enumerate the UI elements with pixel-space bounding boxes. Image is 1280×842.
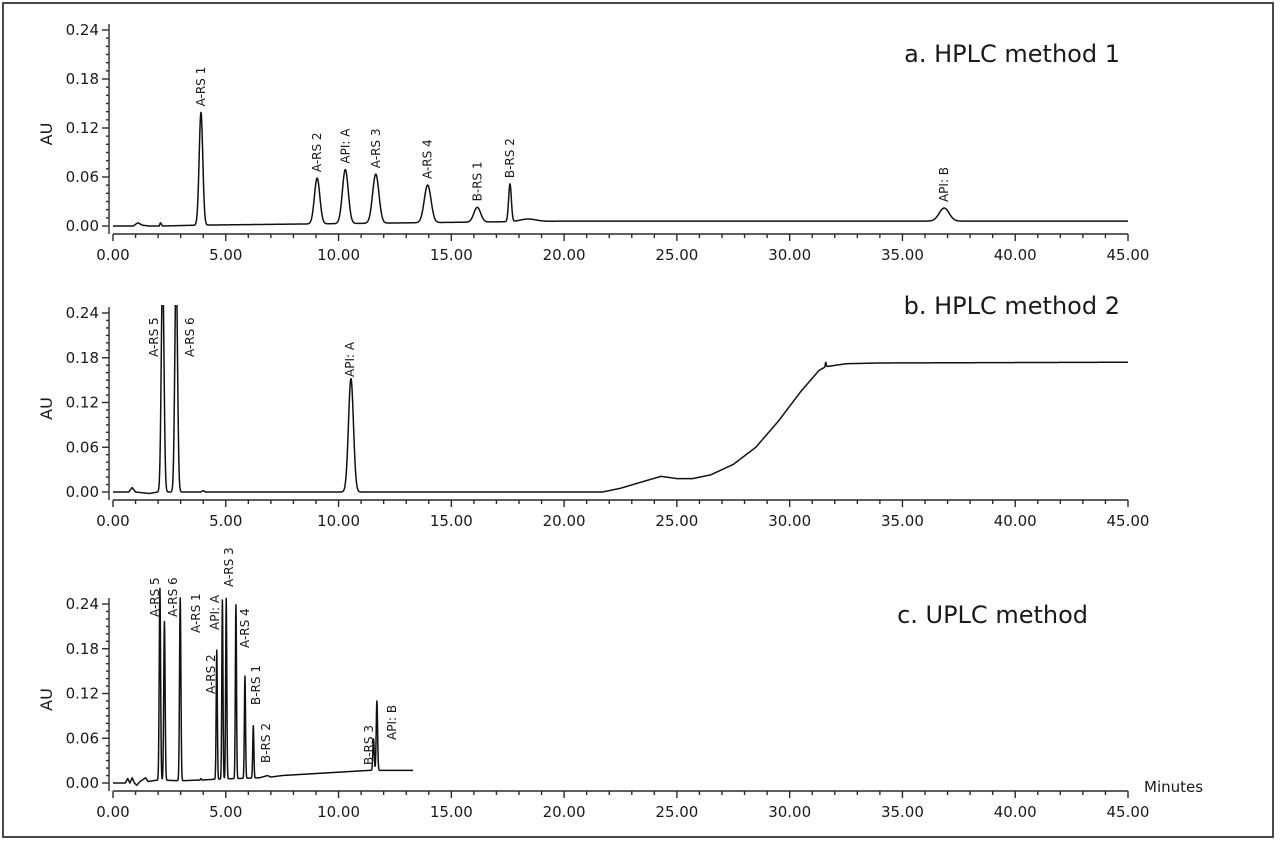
y-axis: 0.00 0.06 0.12 0.18 0.24 AU [37, 304, 110, 501]
panel-c-uplc-method: c. UPLC method Minutes 0.000.060.120.180… [37, 547, 1203, 821]
panel-title: b. HPLC method 2 [904, 292, 1120, 320]
peak-label: A-RS 2 [310, 132, 324, 172]
peak-label: A-RS 4 [238, 608, 252, 648]
chromatogram-trace [112, 111, 1129, 227]
x-tick-label: 45.00 [1107, 246, 1150, 264]
peak-labels: A-RS 5 A-RS 6 A-RS 1 A-RS 2 API: AA-RS 3 A-RS… [148, 547, 399, 765]
peak-labels: A-RS 5 A-RS 6 API: A [147, 317, 357, 377]
y-axis: 0.00 0.06 0.12 0.18 0.24 AU [37, 21, 110, 235]
x-axis: 0.00 5.00 10.00 15.00 20.00 25.00 30.00 35.00 40… [96, 499, 1150, 530]
peak-label: API: A [338, 128, 352, 164]
x-tick-label: 35.00 [881, 246, 924, 264]
peak-label: A-RS 2 [204, 654, 218, 694]
x-tick-label: 10.00 [317, 803, 360, 821]
peak-label: B-RS 2 [503, 138, 517, 178]
x-tick-label: 5.00 [209, 246, 242, 264]
x-axis: 0.00 5.00 10.00 15.00 20.00 25.00 30.00 35.00 40… [96, 233, 1150, 264]
x-tick-label: 5.00 [209, 512, 242, 530]
peak-label: API: B [385, 705, 399, 740]
peak-label: API: B [937, 167, 951, 202]
peak-label: B-RS 2 [259, 723, 273, 763]
x-tick-label: 30.00 [768, 246, 811, 264]
chromatogram-trace [112, 305, 1129, 495]
chromatogram-trace [112, 587, 414, 786]
x-tick-label: 40.00 [994, 246, 1037, 264]
y-tick-label: 0.06 [66, 438, 99, 456]
x-tick-label: 20.00 [543, 246, 586, 264]
x-tick-label: 15.00 [430, 246, 473, 264]
y-tick-label: 0.06 [66, 729, 99, 747]
x-tick-label: 40.00 [994, 803, 1037, 821]
x-tick-label: 35.00 [881, 512, 924, 530]
y-tick-label: 0.00 [66, 774, 99, 792]
peak-label: A-RS 4 [421, 139, 435, 179]
y-tick-label: 0.06 [66, 168, 99, 186]
peak-label: B-RS 3 [362, 725, 376, 765]
x-tick-label: 25.00 [655, 512, 698, 530]
y-tick-label: 0.12 [66, 394, 99, 412]
y-axis-title: AU [37, 397, 56, 420]
x-tick-label: 25.00 [655, 246, 698, 264]
x-tick-label: 10.00 [317, 246, 360, 264]
y-tick-label: 0.24 [66, 595, 99, 613]
y-tick-label: 0.18 [66, 640, 99, 658]
peak-label: B-RS 1 [249, 665, 263, 705]
peak-label: A-RS 1 [194, 67, 208, 107]
y-axis-title: AU [37, 688, 56, 711]
x-tick-label: 30.00 [768, 512, 811, 530]
y-tick-label: 0.12 [66, 685, 99, 703]
y-tick-label: 0.18 [66, 70, 99, 88]
peak-label: A-RS 1 [189, 593, 203, 633]
peak-label: A-RS 5 [147, 317, 161, 357]
x-tick-label: 45.00 [1107, 512, 1150, 530]
panel-title: a. HPLC method 1 [904, 40, 1120, 68]
y-axis-title: AU [37, 123, 56, 146]
y-tick-label: 0.00 [66, 483, 99, 501]
y-tick-label: 0.24 [66, 304, 99, 322]
x-tick-label: 15.00 [430, 803, 473, 821]
peak-label: A-RS 3 [369, 129, 383, 169]
peak-label: A-RS 6 [166, 577, 180, 617]
peak-label: A-RS 3 [222, 547, 236, 587]
x-tick-label: 0.00 [96, 512, 129, 530]
peak-label: A-RS 5 [148, 577, 162, 617]
peak-label: B-RS 1 [470, 161, 484, 201]
peak-label: API: A [208, 594, 222, 630]
y-axis: 0.00 0.06 0.12 0.18 0.24 AU [37, 595, 110, 792]
peak-label: A-RS 6 [183, 317, 197, 357]
x-tick-label: 20.00 [543, 803, 586, 821]
x-tick-label: 5.00 [209, 803, 242, 821]
panel-a-hplc-method-1: a. HPLC method 1 0.000.060.120.180.24AU0… [37, 21, 1149, 264]
peak-labels: A-RS 1 A-RS 2 API: A A-RS 3 A-RS 4 B-RS 1 B-RS… [194, 67, 951, 202]
x-tick-label: 45.00 [1107, 803, 1150, 821]
x-tick-label: 0.00 [96, 803, 129, 821]
panel-title: c. UPLC method [897, 601, 1088, 629]
y-tick-label: 0.12 [66, 119, 99, 137]
x-tick-label: 10.00 [317, 512, 360, 530]
x-tick-label: 20.00 [543, 512, 586, 530]
x-tick-label: 35.00 [881, 803, 924, 821]
x-tick-label: 15.00 [430, 512, 473, 530]
x-tick-label: 30.00 [768, 803, 811, 821]
x-axis: 0.00 5.00 10.00 15.00 20.00 25.00 30.00 35.00 40… [96, 790, 1150, 821]
x-tick-label: 0.00 [96, 246, 129, 264]
peak-label: API: A [343, 341, 357, 377]
x-tick-label: 40.00 [994, 512, 1037, 530]
y-tick-label: 0.18 [66, 349, 99, 367]
panel-b-hplc-method-2: b. HPLC method 2 0.000.060.120.180.24AU0… [37, 292, 1150, 530]
y-tick-label: 0.24 [66, 21, 99, 39]
x-axis-unit-label: Minutes [1144, 778, 1203, 796]
y-tick-label: 0.00 [66, 217, 99, 235]
x-tick-label: 25.00 [655, 803, 698, 821]
